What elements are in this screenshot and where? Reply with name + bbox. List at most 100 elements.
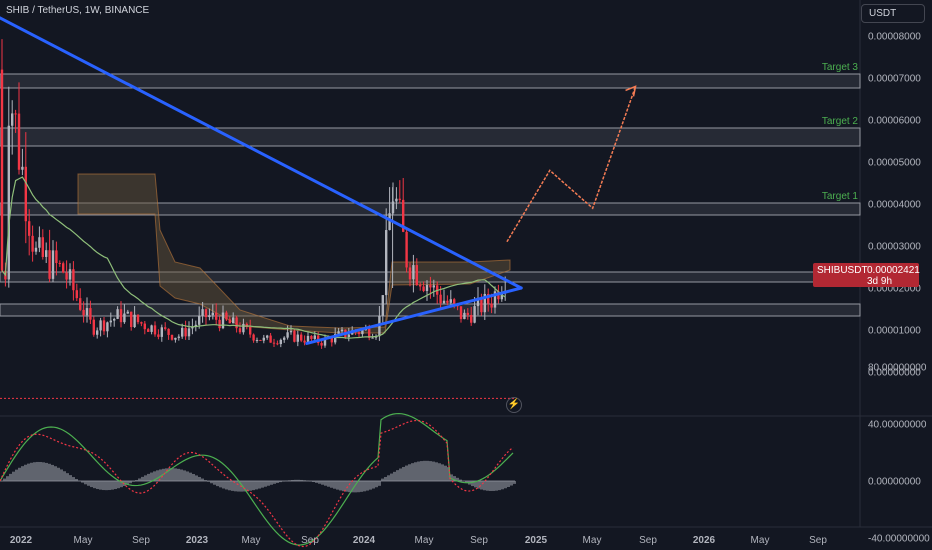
candle-body	[419, 284, 422, 287]
candle-body	[385, 230, 388, 296]
histogram-bar	[270, 481, 273, 485]
candle-body	[58, 263, 61, 265]
histogram-bar	[201, 478, 204, 481]
histogram-bar	[219, 481, 222, 488]
histogram-bar	[141, 476, 144, 481]
oscillator-line	[0, 412, 514, 546]
histogram-bar	[192, 473, 195, 481]
histogram-bar	[189, 472, 192, 481]
time-tick-label: Sep	[301, 535, 319, 546]
time-tick-label: May	[415, 535, 434, 546]
candle-body	[371, 337, 374, 339]
candle-body	[483, 293, 486, 313]
histogram-bar	[369, 481, 372, 490]
time-tick-label: Sep	[132, 535, 150, 546]
histogram-bar	[360, 481, 363, 492]
histogram-bar	[390, 473, 393, 481]
candle-body	[17, 113, 21, 170]
histogram-bar	[432, 461, 435, 481]
time-tick-label: 2026	[693, 535, 716, 546]
price-tick-label: 0.00005000	[868, 158, 921, 169]
histogram-bar	[303, 480, 306, 481]
histogram-bar	[153, 471, 156, 481]
candle-body	[415, 265, 418, 285]
histogram-bar	[477, 481, 480, 489]
price-tick-label: 0.00006000	[868, 116, 921, 127]
badge-symbol: SHIBUSDT	[817, 265, 868, 276]
histogram-bar	[6, 476, 9, 481]
histogram-bar	[111, 481, 114, 490]
candle-body	[425, 285, 429, 291]
candle-body	[170, 334, 174, 340]
histogram-bar	[198, 476, 201, 481]
projection-path	[506, 86, 637, 243]
candle-body	[28, 221, 31, 236]
time-tick-label: Sep	[809, 535, 827, 546]
histogram-bar	[435, 462, 438, 481]
histogram-bar	[138, 478, 141, 481]
histogram-bar	[438, 463, 441, 481]
candle-body	[303, 340, 306, 343]
candle-body	[310, 335, 313, 339]
histogram-bar	[174, 468, 177, 481]
histogram-bar	[483, 481, 486, 491]
candle-body	[218, 319, 221, 329]
time-tick-label: Sep	[639, 535, 657, 546]
candle-body	[221, 312, 225, 329]
histogram-bar	[96, 481, 99, 490]
histogram-bar	[393, 471, 396, 481]
candle-body	[279, 339, 282, 345]
histogram-bar	[210, 481, 213, 484]
histogram-bar	[459, 479, 462, 481]
currency-button[interactable]: USDT	[861, 4, 925, 23]
candle-body	[215, 312, 218, 320]
histogram-bar	[402, 466, 405, 481]
histogram-bar	[336, 481, 339, 490]
candle-body	[463, 312, 466, 320]
candle-body	[113, 318, 116, 321]
price-tick-label: 0.00004000	[868, 200, 921, 211]
candle-body	[147, 329, 150, 332]
histogram-bar	[507, 481, 510, 487]
candle-body	[259, 339, 262, 341]
histogram-bar	[231, 481, 234, 491]
candle-body	[41, 237, 44, 257]
histogram-bar	[312, 481, 315, 483]
histogram-bar	[87, 481, 90, 486]
histogram-bar	[57, 467, 60, 481]
candle-body	[89, 308, 92, 320]
candle-body	[473, 306, 476, 323]
lightning-icon[interactable]: ⚡	[506, 397, 522, 413]
histogram-bar	[99, 481, 102, 490]
trendline	[0, 16, 523, 290]
histogram-bar	[21, 466, 24, 481]
histogram-bar	[372, 481, 375, 489]
histogram-bar	[351, 481, 354, 493]
candle-body	[289, 330, 293, 333]
histogram-bar	[333, 481, 336, 489]
histogram-bar	[120, 481, 123, 488]
candle-body	[313, 335, 316, 339]
oscillator-tick-label: 0.00000000	[868, 477, 921, 488]
histogram-bar	[258, 481, 261, 489]
price-tick-label: 0.00002000	[868, 284, 921, 295]
candle-body	[119, 309, 123, 323]
histogram-bar	[207, 481, 210, 482]
candle-body	[198, 315, 201, 325]
symbol-title[interactable]: SHIB / TetherUS, 1W, BINANCE	[6, 5, 150, 16]
candle-body	[368, 328, 371, 338]
candle-body	[293, 330, 296, 342]
candle-body	[106, 322, 109, 332]
zone-band	[0, 202, 861, 216]
candle-body	[167, 328, 170, 335]
histogram-bar	[117, 481, 120, 489]
candle-body	[493, 291, 497, 308]
price-tick-label: 0.00008000	[868, 32, 921, 43]
histogram-bar	[294, 479, 297, 481]
candle-body	[255, 339, 259, 341]
candle-body	[191, 326, 194, 329]
histogram-bar	[84, 481, 87, 485]
candle-body	[34, 247, 38, 252]
histogram-bar	[9, 473, 12, 481]
